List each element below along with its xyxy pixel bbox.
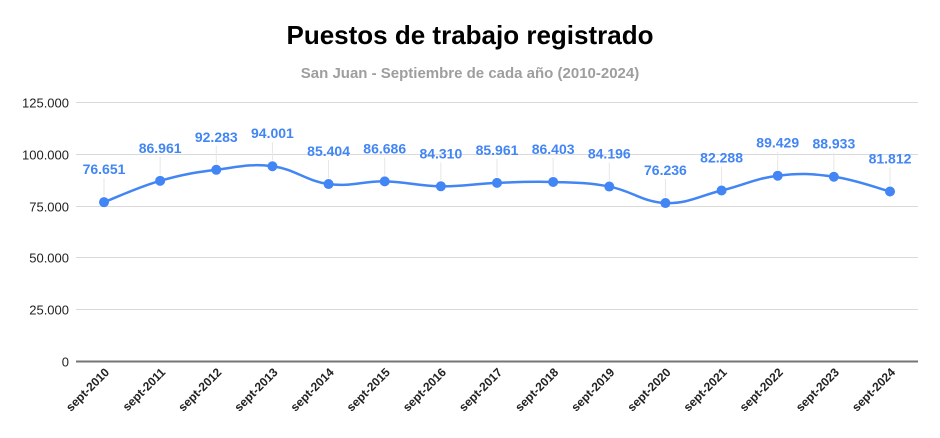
data-point (211, 164, 222, 175)
x-tick-label: sept-2010 (63, 365, 112, 414)
data-label: 76.236 (644, 162, 687, 178)
y-tick-label: 125.000 (22, 96, 69, 111)
y-tick-label: 25.000 (29, 303, 69, 318)
data-label: 84.196 (588, 146, 631, 162)
data-label: 89.429 (756, 135, 799, 151)
data-point (379, 176, 390, 187)
data-label: 81.812 (869, 150, 912, 166)
x-tick-label: sept-2022 (737, 365, 786, 414)
data-point (435, 181, 446, 192)
x-tick-label: sept-2019 (568, 365, 617, 414)
data-label: 94.001 (251, 125, 294, 141)
data-point (772, 170, 783, 181)
x-tick-label: sept-2014 (288, 365, 337, 414)
x-tick-label: sept-2023 (793, 365, 842, 414)
data-point (323, 179, 334, 190)
data-point (267, 161, 278, 172)
x-tick-label: sept-2024 (849, 365, 898, 414)
x-tick-label: sept-2012 (175, 365, 224, 414)
x-tick-label: sept-2011 (120, 365, 169, 414)
y-tick-label: 50.000 (29, 251, 69, 266)
data-point (492, 177, 502, 188)
x-tick-label: sept-2017 (456, 365, 505, 414)
data-label: 88.933 (812, 136, 855, 152)
y-tick-label: 75.000 (29, 200, 69, 215)
x-tick-label: sept-2013 (231, 365, 280, 414)
x-tick-label: sept-2018 (512, 365, 561, 414)
data-point (716, 185, 727, 196)
data-point (660, 198, 671, 209)
data-point (99, 197, 109, 208)
chart-subtitle: San Juan - Septiembre de cada año (2010-… (300, 65, 640, 82)
data-point (155, 175, 166, 186)
data-point (885, 186, 895, 197)
data-point (548, 176, 559, 187)
y-tick-label: 0 (62, 355, 69, 370)
chart-title: Puestos de trabajo registrado (286, 20, 654, 50)
x-tick-label: sept-2020 (624, 365, 673, 414)
y-tick-label: 100.000 (22, 148, 69, 163)
data-label: 84.310 (419, 145, 462, 161)
data-point (828, 171, 839, 182)
data-label: 85.961 (476, 142, 519, 158)
data-label: 82.288 (700, 149, 743, 165)
data-label: 86.961 (139, 140, 182, 156)
x-tick-label: sept-2015 (344, 365, 393, 414)
data-label: 85.404 (307, 143, 350, 159)
data-label: 76.651 (83, 161, 126, 177)
data-label: 86.403 (532, 141, 575, 157)
data-label: 92.283 (195, 129, 238, 145)
data-point (604, 181, 615, 192)
x-tick-label: sept-2016 (400, 365, 449, 414)
x-tick-label: sept-2021 (681, 365, 730, 414)
data-label: 86.686 (363, 140, 406, 156)
